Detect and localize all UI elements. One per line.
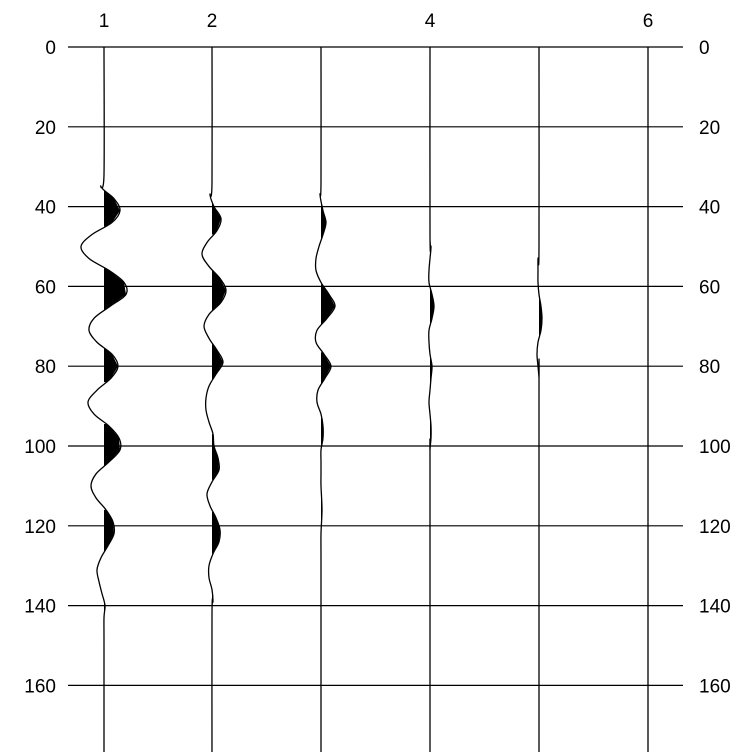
y-tick-label-left-40: 40	[35, 198, 56, 219]
y-tick-label-right-60: 60	[699, 277, 720, 298]
y-tick-label-left-100: 100	[24, 437, 56, 458]
top-tick-label-4: 4	[425, 11, 436, 32]
trace-2-peak-2	[212, 344, 223, 381]
trace-3-peak-0	[321, 202, 326, 239]
label-layer: 0 0 20 20 40 40 60 60 80 80 100 100 120 120 140 140 160 1…	[24, 11, 730, 697]
y-tick-label-left-120: 120	[24, 517, 56, 538]
trace-1-peak-0	[104, 190, 120, 227]
y-tick-label-right-0: 0	[699, 38, 710, 59]
grid-layer	[68, 46, 683, 687]
trace-4-line	[428, 46, 435, 752]
y-tick-label-left-80: 80	[35, 357, 56, 378]
trace-layer	[80, 46, 649, 752]
trace-4-peak-1	[430, 288, 434, 325]
y-tick-label-right-120: 120	[699, 517, 731, 538]
y-tick-label-right-80: 80	[699, 357, 720, 378]
trace-1-peak-4	[104, 509, 114, 552]
y-tick-label-right-140: 140	[699, 597, 731, 618]
trace-2-peak-1	[212, 270, 226, 311]
y-tick-label-right-20: 20	[699, 118, 720, 139]
trace-1-line	[80, 46, 128, 752]
trace-1-peak-1	[104, 268, 126, 311]
top-tick-label-2: 2	[207, 11, 218, 32]
trace-3-line	[314, 46, 336, 752]
top-tick-label-6: 6	[643, 11, 654, 32]
y-tick-label-right-100: 100	[699, 437, 731, 458]
trace-1-peak-3	[104, 424, 120, 466]
y-tick-label-left-60: 60	[35, 277, 56, 298]
trace-2-peak-0	[212, 202, 221, 235]
trace-1-peak-2	[104, 348, 118, 383]
y-tick-label-left-140: 140	[24, 597, 56, 618]
y-tick-label-right-160: 160	[699, 676, 731, 697]
top-tick-label-1: 1	[99, 11, 110, 32]
trace-2-line	[201, 46, 227, 752]
trace-5-line	[536, 46, 543, 752]
y-tick-label-left-20: 20	[35, 118, 56, 139]
y-tick-label-left-0: 0	[45, 38, 56, 59]
trace-3-peak-2	[321, 352, 331, 385]
y-tick-label-right-40: 40	[699, 198, 720, 219]
y-tick-label-left-160: 160	[24, 676, 56, 697]
trace-3-peak-1	[321, 284, 335, 325]
